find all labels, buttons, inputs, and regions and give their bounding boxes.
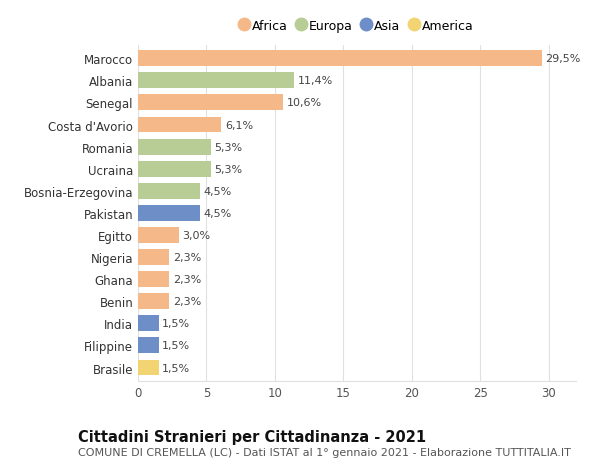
Bar <box>138 206 200 221</box>
Bar <box>138 162 211 177</box>
Text: 5,3%: 5,3% <box>214 164 242 174</box>
Bar <box>138 73 294 89</box>
Bar <box>138 228 179 243</box>
Text: 2,3%: 2,3% <box>173 297 201 307</box>
Legend: Africa, Europa, Asia, America: Africa, Europa, Asia, America <box>236 15 478 38</box>
Text: Cittadini Stranieri per Cittadinanza - 2021: Cittadini Stranieri per Cittadinanza - 2… <box>78 429 426 444</box>
Text: 4,5%: 4,5% <box>203 186 231 196</box>
Text: 2,3%: 2,3% <box>173 252 201 263</box>
Text: 6,1%: 6,1% <box>225 120 253 130</box>
Text: 4,5%: 4,5% <box>203 208 231 218</box>
Text: 2,3%: 2,3% <box>173 274 201 285</box>
Bar <box>138 338 158 353</box>
Bar <box>138 140 211 155</box>
Text: COMUNE DI CREMELLA (LC) - Dati ISTAT al 1° gennaio 2021 - Elaborazione TUTTITALI: COMUNE DI CREMELLA (LC) - Dati ISTAT al … <box>78 448 571 458</box>
Text: 10,6%: 10,6% <box>287 98 322 108</box>
Bar <box>138 294 169 309</box>
Text: 3,0%: 3,0% <box>182 230 211 241</box>
Bar <box>138 51 542 67</box>
Bar <box>138 360 158 375</box>
Bar <box>138 184 200 199</box>
Bar <box>138 316 158 331</box>
Bar <box>138 118 221 133</box>
Text: 11,4%: 11,4% <box>298 76 333 86</box>
Text: 5,3%: 5,3% <box>214 142 242 152</box>
Bar <box>138 250 169 265</box>
Bar <box>138 272 169 287</box>
Text: 1,5%: 1,5% <box>162 341 190 351</box>
Text: 1,5%: 1,5% <box>162 363 190 373</box>
Text: 1,5%: 1,5% <box>162 319 190 329</box>
Bar <box>138 95 283 111</box>
Text: 29,5%: 29,5% <box>545 54 581 64</box>
